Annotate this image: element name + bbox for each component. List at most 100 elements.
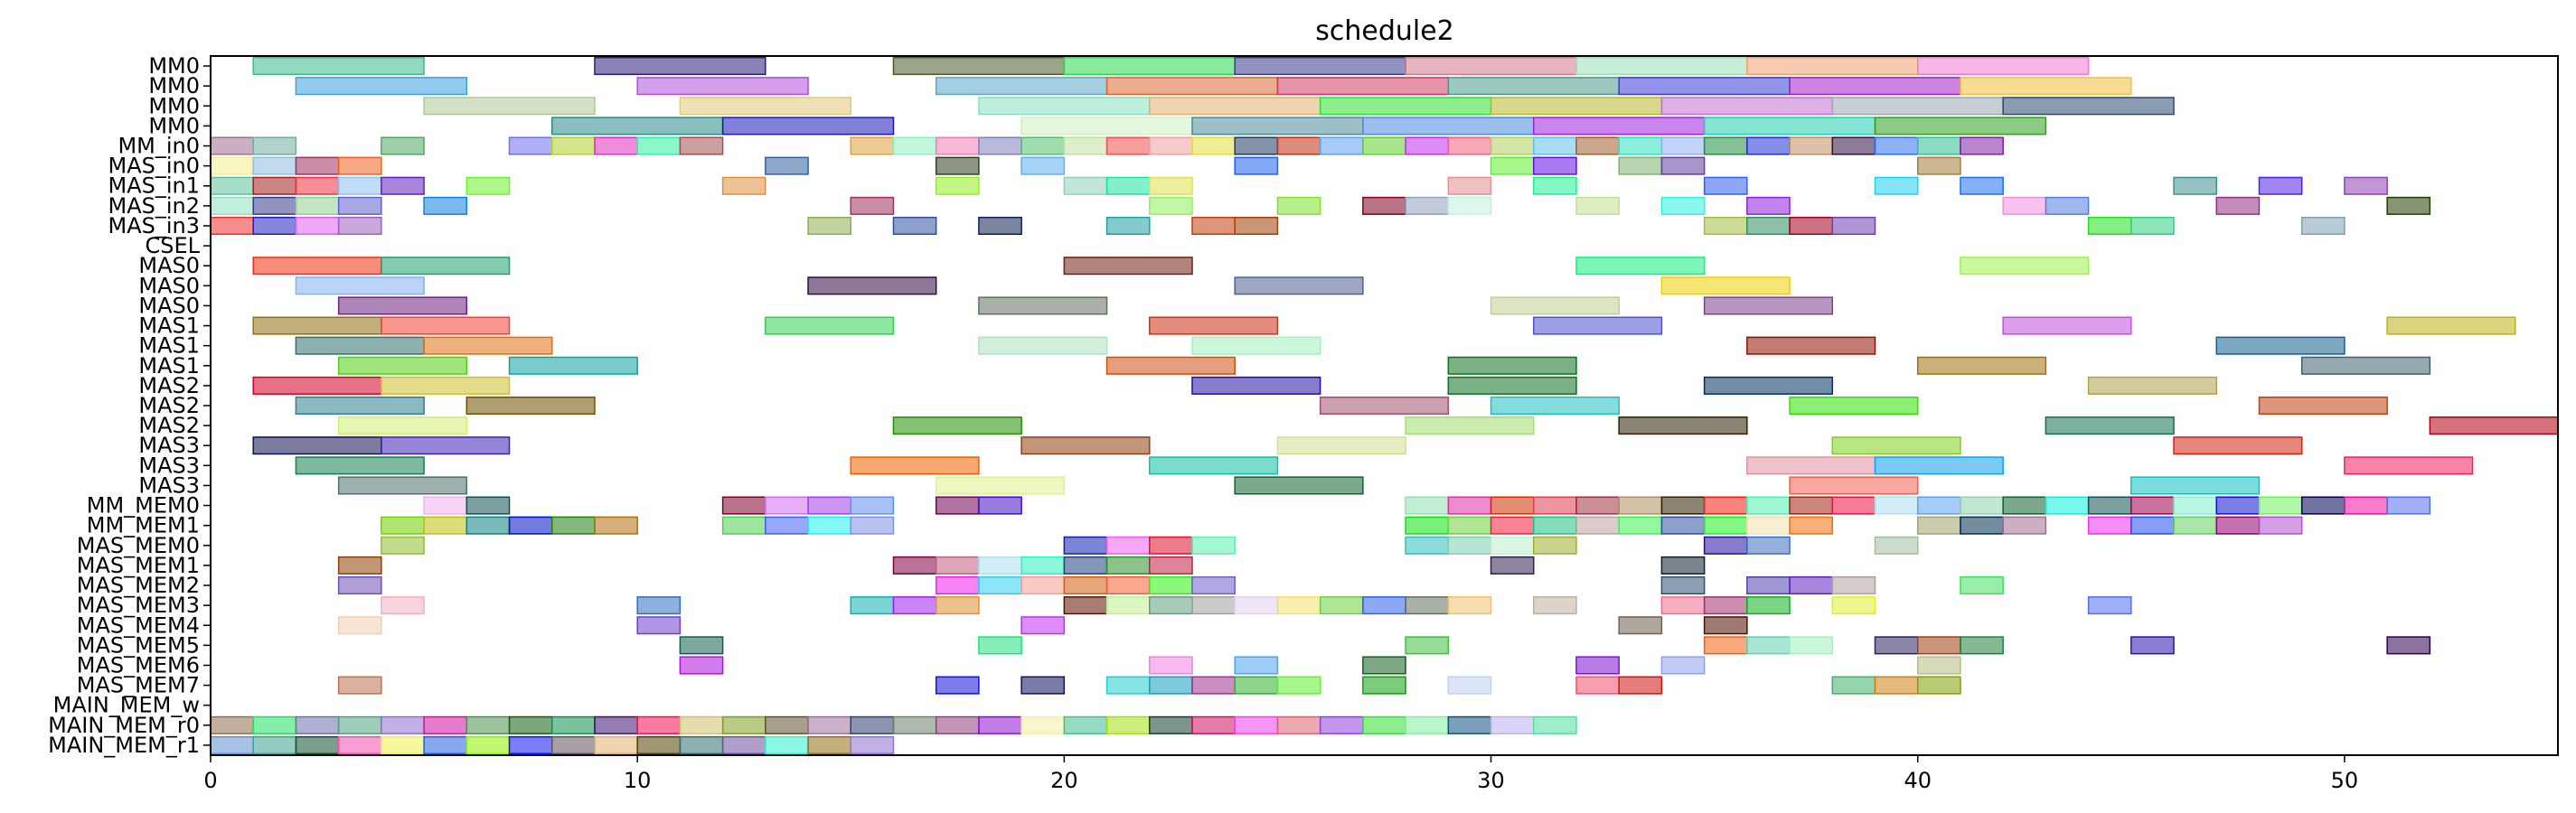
task-bar (423, 496, 468, 515)
task-bar (1447, 356, 1577, 375)
task-bar (892, 136, 937, 155)
task-bar (1746, 536, 1791, 555)
task-bar (2130, 216, 2175, 236)
task-bar (850, 456, 980, 475)
x-tick-label: 50 (2331, 768, 2359, 793)
row-label: MAIN_MEM_w (53, 693, 200, 718)
task-bar (381, 516, 425, 535)
task-bar (679, 97, 852, 116)
task-bar (381, 316, 511, 335)
task-bar (337, 735, 382, 754)
x-tick-label: 10 (624, 768, 652, 793)
task-bar (1405, 536, 1450, 555)
task-bar (1874, 636, 1919, 655)
task-bar (2258, 396, 2388, 416)
task-bar (1789, 136, 1834, 155)
task-bar (381, 735, 425, 754)
row-label: MAS_MEM7 (77, 673, 200, 698)
task-bar (1490, 296, 1620, 315)
task-bar (636, 136, 682, 155)
task-bar (465, 496, 511, 515)
task-bar (2045, 496, 2090, 515)
task-bar (721, 176, 766, 195)
task-bar (2130, 516, 2175, 535)
task-bar (2386, 196, 2431, 215)
task-bar (2087, 216, 2132, 236)
task-bar (1276, 196, 1321, 215)
task-bar (1234, 57, 1406, 76)
task-bar (1960, 575, 2004, 595)
row-label: MAS0 (138, 253, 200, 278)
task-bar (1831, 496, 1876, 515)
task-bar (978, 715, 1022, 734)
task-bar (2173, 516, 2218, 535)
task-bar (1660, 596, 1706, 615)
task-bar (1447, 536, 1492, 555)
task-bar (1618, 676, 1663, 695)
task-bar (1960, 257, 2090, 276)
task-bar (2344, 456, 2474, 475)
task-bar (1020, 715, 1066, 734)
task-bar (2002, 97, 2175, 116)
row-label: MM0 (148, 73, 200, 98)
task-bar (1234, 136, 1279, 155)
task-bar (1874, 536, 1919, 555)
task-bar (1447, 715, 1492, 734)
task-bar (295, 456, 425, 475)
task-bar (210, 176, 254, 195)
task-bar (1319, 396, 1450, 416)
task-bar (1149, 196, 1193, 215)
task-bar (1105, 676, 1151, 695)
task-bar (295, 276, 425, 295)
task-bar (508, 715, 553, 734)
task-bar (935, 676, 980, 695)
task-bar (2045, 416, 2175, 435)
task-bar (508, 516, 553, 535)
task-bar (935, 596, 980, 615)
task-bar (1831, 436, 1961, 455)
task-bar (636, 596, 682, 615)
task-bar (1405, 636, 1450, 655)
task-bar (1319, 97, 1492, 116)
task-bar (1447, 596, 1492, 615)
task-bar (1703, 496, 1748, 515)
task-bar (1276, 676, 1321, 695)
task-bar (2002, 196, 2047, 215)
task-bar (1362, 196, 1406, 215)
task-bar (2173, 496, 2218, 515)
task-bar (807, 216, 852, 236)
task-bar (381, 715, 425, 734)
task-bar (807, 735, 852, 754)
task-bar (1276, 436, 1406, 455)
task-bar (1575, 656, 1620, 675)
task-bar (594, 715, 638, 734)
chart-title: schedule2 (1315, 15, 1454, 47)
task-bar (1063, 596, 1108, 615)
task-bar (1533, 176, 1577, 195)
task-bar (2215, 196, 2261, 215)
task-bar (1703, 516, 1748, 535)
task-bar (1533, 596, 1577, 615)
task-bar (1149, 97, 1321, 116)
task-bar (1191, 336, 1321, 355)
task-bar (1533, 316, 1663, 335)
task-bar (1447, 376, 1577, 395)
task-bar (1234, 476, 1364, 495)
task-bar (1362, 117, 1535, 136)
task-bar (1191, 216, 1236, 236)
task-bar (1916, 636, 1961, 655)
task-bar (381, 257, 511, 276)
task-bar (1020, 676, 1066, 695)
task-bar (1789, 77, 1961, 96)
task-bar (381, 436, 511, 455)
task-bar (892, 715, 937, 734)
task-bar (210, 715, 254, 734)
task-bar (1660, 136, 1706, 155)
task-bar (1362, 715, 1406, 734)
task-bar (295, 176, 340, 195)
task-bar (1191, 575, 1236, 595)
task-bar (1020, 136, 1066, 155)
task-bar (1533, 516, 1577, 535)
task-bar (1191, 715, 1236, 734)
task-bar (1660, 516, 1706, 535)
